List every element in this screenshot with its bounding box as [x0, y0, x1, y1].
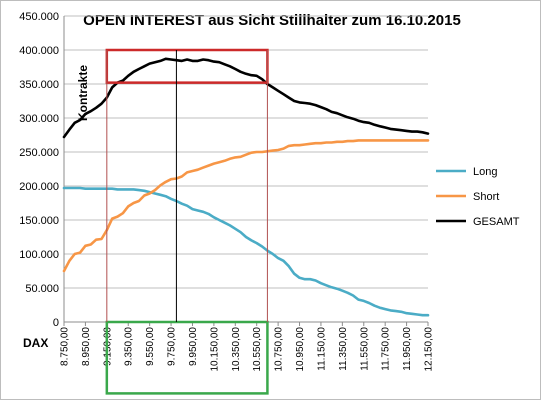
y-tick-label: 150.000: [19, 215, 59, 227]
chart-title: OPEN INTEREST aus Sicht Stillhalter zum …: [83, 12, 461, 29]
y-tick-label: 300.000: [19, 113, 59, 125]
annotation-top-range: [105, 48, 269, 84]
x-tick-label: 11.550,00: [359, 327, 370, 371]
x-tick-label: 11.350,00: [338, 327, 349, 371]
legend-label-short: Short: [473, 191, 499, 203]
x-axis-label: DAX: [23, 336, 48, 350]
x-tick-label: 12.150,00: [424, 327, 435, 372]
x-tick-label: 10.350,00: [231, 327, 242, 372]
x-axis-ticks: 8.750,00 8.950,00 9.150,00 9.350,00 9.550,00…: [60, 322, 435, 372]
legend-label-long: Long: [473, 166, 497, 178]
annotations: [105, 48, 269, 395]
x-tick-label: 9.750,00: [167, 327, 178, 366]
x-tick-label: 11.950,00: [402, 327, 413, 371]
y-tick-label: 450.000: [19, 11, 59, 23]
y-axis-label: Kontrakte: [76, 65, 90, 121]
y-tick-label: 200.000: [19, 181, 59, 193]
annotation-bottom-range: [105, 320, 269, 395]
x-tick-label: 11.150,00: [316, 327, 327, 371]
x-tick-label: 8.750,00: [60, 327, 71, 366]
y-tick-label: 400.000: [19, 45, 59, 57]
y-tick-label: 100.000: [19, 249, 59, 261]
x-tick-label: 9.350,00: [124, 327, 135, 366]
legend: Long Short GESAMT: [436, 166, 520, 228]
x-tick-label: 10.950,00: [295, 327, 306, 372]
series-line-gesamt: [62, 57, 430, 139]
x-tick-label: 10.150,00: [209, 327, 220, 372]
x-tick-label: 8.950,00: [81, 327, 92, 366]
x-tick-label: 9.550,00: [145, 327, 156, 366]
legend-label-gesamt: GESAMT: [473, 216, 520, 228]
y-tick-label: 50.000: [25, 283, 59, 295]
x-tick-label: 10.550,00: [252, 327, 263, 372]
series-line-long: [62, 186, 430, 317]
y-tick-label: 0: [53, 317, 59, 329]
x-tick-label: 11.750,00: [381, 327, 392, 371]
series-lines: [62, 57, 430, 317]
x-tick-label: 10.750,00: [274, 327, 285, 372]
y-axis-ticks: 0 50.000 100.000 150.000 200.000 250.000 300.0…: [19, 11, 59, 329]
y-tick-label: 350.000: [19, 79, 59, 91]
y-tick-label: 250.000: [19, 147, 59, 159]
x-tick-label: 9.950,00: [188, 327, 199, 366]
grid-lines: [63, 15, 428, 323]
series-line-short: [62, 139, 430, 273]
